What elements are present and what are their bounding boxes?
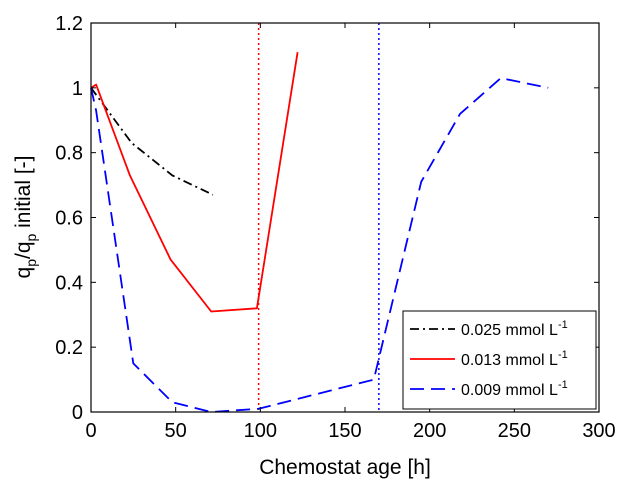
legend-label-text: 0.013 mmol L [461, 352, 558, 369]
legend: 0.025 mmol L-10.013 mmol L-10.009 mmol L… [402, 310, 597, 410]
x-tick-label: 250 [498, 420, 531, 442]
x-tick-label: 200 [413, 420, 446, 442]
legend-label-superscript: -1 [558, 349, 568, 361]
x-tick-label: 0 [85, 420, 96, 442]
y-axis-title: qp/qp initial [-] [12, 156, 39, 279]
legend-label-text: 0.025 mmol L [461, 322, 558, 339]
series-line [90, 77, 549, 413]
x-axis-title: Chemostat age [h] [259, 456, 431, 479]
y-tick-label: 0.6 [55, 208, 83, 230]
series-layer [90, 52, 549, 413]
legend-box [402, 310, 597, 410]
y-tick-label: 0.8 [55, 143, 83, 165]
legend-label-text: 0.009 mmol L [461, 382, 558, 399]
y-tick-label: 0.2 [55, 337, 83, 359]
x-tick-label: 50 [165, 420, 187, 442]
x-tick-label: 300 [582, 420, 615, 442]
legend-label: 0.013 mmol L-1 [461, 349, 568, 369]
y-axis: 0 0.2 0.4 0.6 0.8 1 1.2 [55, 13, 599, 424]
x-axis: 0 50 100 150 200 250 300 [85, 23, 616, 442]
x-tick-label: 150 [328, 420, 361, 442]
legend-label-superscript: -1 [558, 319, 568, 331]
series-line [90, 52, 299, 313]
y-tick-label: 1.2 [55, 13, 83, 35]
y-tick-label: 1 [72, 78, 83, 100]
y-tick-label: 0.4 [55, 272, 83, 294]
legend-label-superscript: -1 [558, 379, 568, 391]
x-tick-label: 100 [244, 420, 277, 442]
legend-label: 0.009 mmol L-1 [461, 379, 568, 399]
legend-label: 0.025 mmol L-1 [461, 319, 568, 339]
y-tick-label: 0 [72, 402, 83, 424]
